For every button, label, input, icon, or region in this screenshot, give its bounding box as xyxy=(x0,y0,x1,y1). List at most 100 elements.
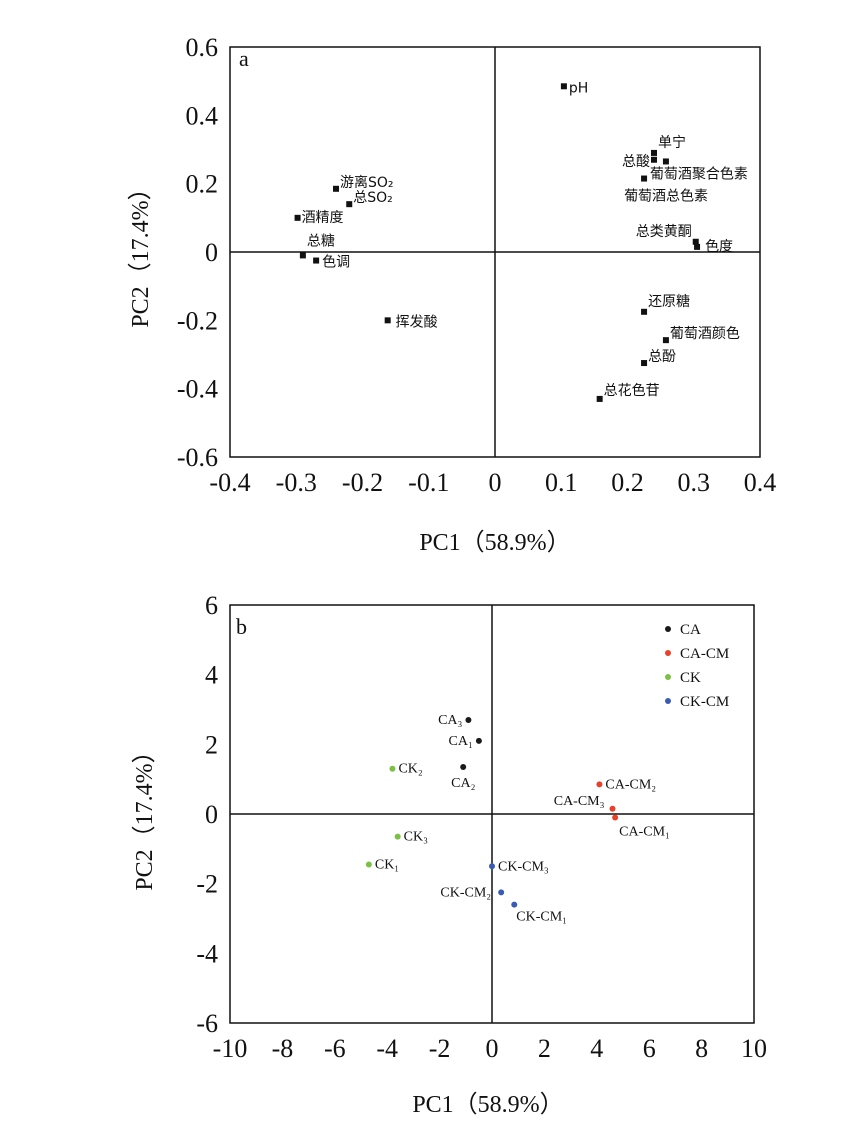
data-point-label: CA-CM₃ xyxy=(554,794,605,809)
y-tick-label: 4 xyxy=(205,661,218,690)
data-point-marker xyxy=(694,243,701,250)
y-tick-label: 0.4 xyxy=(186,101,219,130)
data-point-label: 还原糖 xyxy=(648,294,690,310)
x-tick-label: -8 xyxy=(272,1034,294,1063)
data-point-label: CK-CM₃ xyxy=(498,859,549,874)
panel-a: a PC1（58.9%） PC2（17.4%） -0.4 -0.3 -0.2 -0.1… xyxy=(128,33,776,556)
panel-a-ylabel: PC2（17.4%） xyxy=(128,176,154,327)
y-tick-label: -0.2 xyxy=(177,306,218,335)
data-point-marker xyxy=(475,737,482,744)
data-point-marker xyxy=(384,317,391,324)
data-point-marker xyxy=(651,149,657,156)
data-point-marker xyxy=(641,308,648,315)
x-tick-label: 6 xyxy=(643,1034,656,1063)
y-tick-label: 0.2 xyxy=(186,170,219,199)
x-tick-label: -4 xyxy=(376,1034,398,1063)
y-tick-label: -2 xyxy=(196,870,218,899)
legend-label: CA-CM xyxy=(680,646,729,662)
x-tick-label: 0 xyxy=(486,1034,499,1063)
x-tick-label: 0 xyxy=(489,468,502,497)
x-tick-label: -0.4 xyxy=(209,468,250,497)
data-point-label: CK-CM₂ xyxy=(440,885,491,900)
panel-b-xlabel: PC1（58.9%） xyxy=(412,1092,563,1118)
legend-label: CK xyxy=(680,670,701,686)
data-point-marker xyxy=(299,252,306,259)
panel-b: b PC1（58.9%） PC2（17.4%） -10 -8 -6 -4 -2 0 2 4 6 8… xyxy=(132,591,767,1118)
x-tick-label: 2 xyxy=(538,1034,551,1063)
x-tick-label: -0.2 xyxy=(342,468,383,497)
y-tick-label: -0.4 xyxy=(177,375,218,404)
y-tick-label: 0 xyxy=(205,238,218,267)
data-point-label: 总酚 xyxy=(648,349,676,365)
data-point-marker xyxy=(365,861,372,868)
data-point-marker xyxy=(596,395,603,402)
data-point-marker xyxy=(460,763,467,770)
y-tick-label: 2 xyxy=(205,730,218,759)
data-point-label: 挥发酸 xyxy=(396,314,438,330)
y-tick-label: 6 xyxy=(205,591,218,620)
data-point-label: 总酸 xyxy=(622,154,650,170)
data-point-label: CK₂ xyxy=(398,762,422,777)
data-point-label: 单宁 xyxy=(658,134,686,151)
x-tick-label: 0.4 xyxy=(744,468,777,497)
data-point-label: CK₁ xyxy=(375,858,399,873)
data-point-label: CK₃ xyxy=(404,830,428,845)
x-tick-label: -10 xyxy=(213,1034,248,1063)
data-point-label: 酒精度 xyxy=(302,210,344,226)
x-tick-label: 0.2 xyxy=(611,468,644,497)
x-tick-label: 10 xyxy=(741,1034,767,1063)
panel-a-label: a xyxy=(239,46,249,71)
data-point-marker xyxy=(641,175,648,182)
data-point-marker xyxy=(294,214,301,221)
data-point-label: pH xyxy=(569,80,588,96)
legend-marker xyxy=(665,698,671,704)
panel-b-label: b xyxy=(236,614,247,639)
y-tick-label: 0.6 xyxy=(186,33,219,62)
x-tick-label: -0.1 xyxy=(408,468,449,497)
data-point-marker xyxy=(313,257,320,264)
x-tick-label: -0.3 xyxy=(276,468,317,497)
data-point-marker xyxy=(498,889,505,896)
legend-marker xyxy=(665,674,671,680)
data-point-label: 总类黄酮 xyxy=(636,223,692,240)
data-point-marker xyxy=(609,805,616,812)
data-point-label: CA-CM₂ xyxy=(605,777,656,792)
data-point-marker xyxy=(662,158,669,165)
x-tick-label: 8 xyxy=(695,1034,708,1063)
y-tick-label: -4 xyxy=(196,939,218,968)
x-tick-label: -2 xyxy=(429,1034,451,1063)
data-point-marker xyxy=(394,833,401,840)
data-point-label: 葡萄酒聚合色素 xyxy=(650,165,748,182)
legend-label: CA xyxy=(680,622,701,638)
y-tick-label: -6 xyxy=(196,1009,218,1038)
data-point-label: CK-CM₁ xyxy=(516,910,567,925)
data-point-marker xyxy=(489,863,495,870)
data-point-label: CA-CM₁ xyxy=(619,824,670,839)
data-point-marker xyxy=(662,337,669,344)
x-tick-label: 4 xyxy=(590,1034,603,1063)
legend-marker xyxy=(665,626,671,632)
data-point-label: 总花色苷 xyxy=(604,382,660,399)
x-tick-label: 0.1 xyxy=(545,468,578,497)
data-point-label: CA₁ xyxy=(449,734,473,749)
data-point-label: 总糖 xyxy=(307,233,335,249)
data-point-label: CA₃ xyxy=(438,713,462,728)
data-point-label: 色调 xyxy=(322,254,350,271)
data-point-marker xyxy=(333,185,339,192)
panel-a-xlabel: PC1（58.9%） xyxy=(419,530,570,556)
data-point-label: 总SO₂ xyxy=(353,190,393,206)
data-point-marker xyxy=(346,201,353,208)
data-point-marker xyxy=(511,901,518,908)
data-point-label: CA₂ xyxy=(451,776,475,791)
data-point-marker xyxy=(560,83,567,90)
data-point-marker xyxy=(641,360,648,367)
data-point-label: 葡萄酒颜色 xyxy=(670,325,740,342)
y-tick-label: -0.6 xyxy=(177,443,218,472)
data-point-label: 葡萄酒总色素 xyxy=(624,188,708,205)
data-point-marker xyxy=(596,781,603,788)
data-point-label: 游离SO₂ xyxy=(340,174,394,191)
data-point-marker xyxy=(389,765,396,772)
data-point-marker xyxy=(612,814,619,821)
data-point-marker xyxy=(651,156,657,163)
